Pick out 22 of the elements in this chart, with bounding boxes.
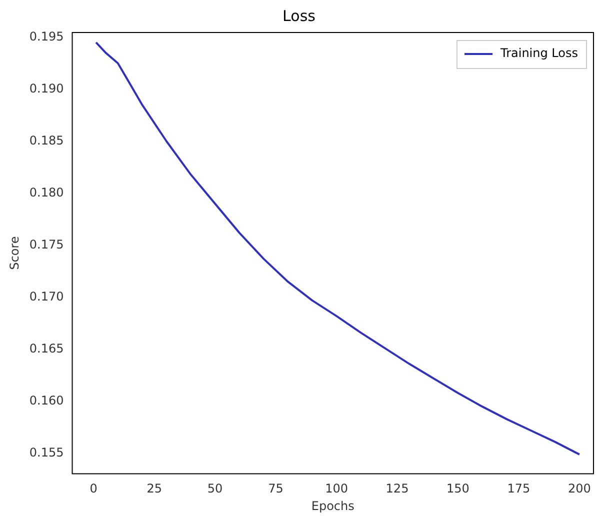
y-axis-title: Score (7, 236, 22, 270)
y-tick-label: 0.195 (29, 29, 64, 44)
y-tick-label: 0.190 (29, 81, 64, 96)
x-tick-label: 125 (386, 482, 409, 496)
chart-title: Loss (282, 6, 316, 25)
y-tick-label: 0.160 (29, 393, 64, 408)
legend-label: Training Loss (500, 46, 578, 60)
x-tick-label: 200 (568, 482, 591, 496)
x-tick-label: 50 (207, 482, 223, 496)
y-tick-label: 0.155 (29, 446, 64, 460)
y-tick-label: 0.170 (29, 289, 64, 304)
x-tick-label: 0 (90, 482, 98, 496)
x-tick-label: 150 (446, 482, 470, 496)
x-tick-label: 75 (268, 482, 284, 496)
x-tick-label: 25 (146, 482, 162, 496)
x-tick-label: 175 (507, 482, 530, 496)
x-axis-title: Epochs (311, 498, 354, 513)
y-tick-label: 0.165 (29, 341, 64, 356)
x-tick-label: 100 (325, 482, 348, 496)
y-tick-label: 0.180 (29, 185, 64, 200)
y-tick-label: 0.185 (29, 133, 64, 148)
y-tick-label: 0.175 (29, 237, 64, 252)
